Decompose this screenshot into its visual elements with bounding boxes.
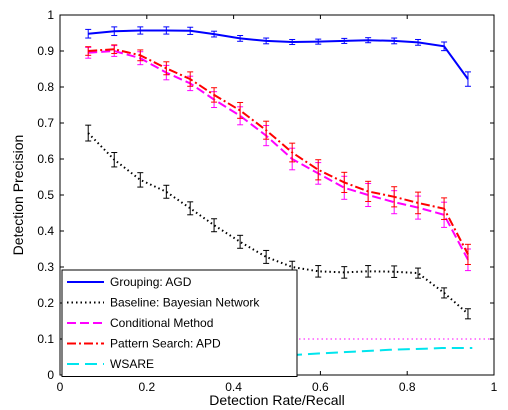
- y-tick-label: 0.2: [37, 296, 54, 310]
- error-bar: [415, 38, 422, 46]
- error-bar: [211, 30, 218, 38]
- y-tick-label: 1: [47, 8, 54, 22]
- series-wsare: [289, 347, 473, 357]
- error-bar: [391, 37, 398, 45]
- error-bar: [85, 46, 92, 56]
- series-pattern-search-apd: [85, 44, 471, 265]
- error-bar: [289, 38, 296, 46]
- legend-item-conditional-method: Conditional Method: [67, 316, 213, 330]
- error-bar: [341, 266, 348, 279]
- y-tick-label: 0.1: [37, 332, 54, 346]
- x-tick-label: 0: [57, 380, 64, 394]
- legend-label: Pattern Search: APD: [110, 337, 221, 351]
- y-tick-label: 0.9: [37, 44, 54, 58]
- error-bar: [85, 28, 92, 39]
- legend-item-grouping-agd: Grouping: AGD: [67, 275, 192, 289]
- error-bar: [187, 71, 194, 87]
- x-axis-label: Detection Rate/Recall: [209, 392, 344, 408]
- legend-item-wsare: WSARE: [67, 357, 154, 371]
- error-bar: [315, 159, 322, 181]
- series-grouping-agd: [85, 26, 471, 87]
- series-line-pattern-search-apd: [88, 48, 469, 255]
- error-bar: [464, 71, 471, 87]
- legend-label: WSARE: [110, 357, 154, 371]
- legend-item-pattern-search-apd: Pattern Search: APD: [67, 337, 221, 351]
- series-layer: [85, 26, 473, 357]
- error-bar: [341, 37, 348, 44]
- x-tick-label: 1: [491, 380, 498, 394]
- y-tick-label: 0: [47, 368, 54, 382]
- x-tick-label: 0.8: [399, 380, 416, 394]
- error-bar: [137, 172, 144, 188]
- error-bar: [263, 249, 270, 264]
- error-bar: [211, 218, 218, 233]
- y-tick-label: 0.5: [37, 188, 54, 202]
- error-bar: [163, 184, 170, 199]
- y-tick-label: 0.4: [37, 224, 54, 238]
- error-bar: [85, 124, 92, 142]
- error-bar: [211, 87, 218, 103]
- x-tick-label: 0.4: [225, 380, 242, 394]
- error-bar: [137, 26, 144, 35]
- series-line-baseline-bayesian-network: [87, 132, 469, 315]
- error-bar: [441, 287, 448, 299]
- legend-label: Conditional Method: [110, 316, 213, 330]
- error-bar: [237, 101, 244, 119]
- y-tick-label: 0.8: [37, 80, 54, 94]
- error-bar: [237, 35, 244, 42]
- series-line-grouping-agd: [88, 29, 469, 80]
- error-bar: [365, 180, 372, 202]
- error-bar: [111, 44, 118, 55]
- error-bar: [415, 267, 422, 279]
- legend-label: Baseline: Bayesian Network: [110, 296, 260, 310]
- error-bar: [441, 41, 448, 52]
- series-line-conditional-method: [88, 49, 469, 261]
- error-bar: [464, 243, 471, 265]
- error-bar: [315, 265, 322, 278]
- error-bar: [263, 37, 270, 45]
- series-baseline-bayesian-network: [85, 124, 471, 320]
- y-tick-label: 0.6: [37, 152, 54, 166]
- error-bar: [365, 37, 372, 44]
- y-tick-label: 0.7: [37, 116, 54, 130]
- error-bar: [464, 308, 471, 320]
- error-bar: [111, 26, 118, 37]
- error-bar: [187, 26, 194, 35]
- error-bar: [341, 171, 348, 193]
- error-bar: [415, 191, 422, 215]
- legend: Grouping: AGD Baseline: Bayesian Network C…: [61, 269, 298, 377]
- error-bar: [111, 152, 118, 168]
- error-bar: [263, 120, 270, 140]
- y-axis-label: Detection Precision: [10, 135, 26, 256]
- error-bar: [365, 265, 372, 278]
- series-line-wsare: [289, 347, 473, 357]
- error-bar: [163, 26, 170, 35]
- error-bar: [163, 61, 170, 76]
- x-tick-label: 0.6: [312, 380, 329, 394]
- legend-label: Grouping: AGD: [110, 275, 192, 289]
- legend-item-baseline-bayesian-network: Baseline: Bayesian Network: [67, 296, 260, 310]
- error-bar: [137, 49, 144, 62]
- error-bar: [391, 265, 398, 278]
- error-bar: [315, 38, 322, 45]
- error-bar: [391, 186, 398, 208]
- error-bar: [441, 197, 448, 220]
- error-bar: [289, 142, 296, 163]
- ticks-layer: 0 0.2 0.4 0.6 0.8 1 0 0.1 0.2 0.3 0.4 0.5 0.6 0.7 0.8 0…: [37, 8, 497, 394]
- x-tick-label: 0.2: [138, 380, 155, 394]
- error-bar: [187, 201, 194, 216]
- y-tick-label: 0.3: [37, 260, 54, 274]
- error-bar: [237, 234, 244, 249]
